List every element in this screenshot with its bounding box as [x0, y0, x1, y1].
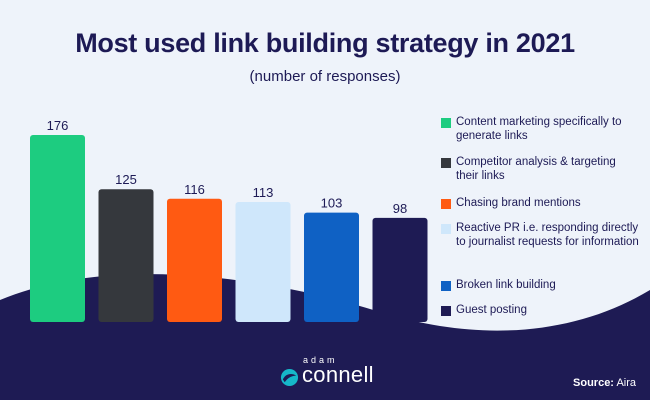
- legend-label: Competitor analysis & targeting their li…: [456, 156, 616, 182]
- adam-connell-logo: adam connell: [280, 355, 410, 391]
- legend-item-broken-link-building: Broken link building: [441, 278, 556, 292]
- legend-label: Reactive PR i.e. responding directly to …: [456, 222, 639, 248]
- legend-item-reactive-pr: Reactive PR i.e. responding directly to …: [441, 221, 641, 249]
- source-value: Aira: [616, 377, 636, 389]
- legend-swatch: [441, 158, 451, 168]
- bar-value-label-6: 98: [393, 201, 407, 216]
- legend-swatch: [441, 281, 451, 291]
- legend-item-content-marketing: Content marketing specifically to genera…: [441, 115, 641, 143]
- legend-label: Guest posting: [456, 304, 527, 316]
- legend-swatch: [441, 199, 451, 209]
- legend-swatch: [441, 224, 451, 234]
- logo-icon: [280, 368, 299, 387]
- legend-item-guest-posting: Guest posting: [441, 303, 527, 317]
- legend-label: Chasing brand mentions: [456, 197, 581, 209]
- logo-top-text: adam: [303, 355, 338, 365]
- bar-5: [304, 212, 359, 322]
- chart-subtitle: (number of responses): [249, 68, 401, 85]
- bar-3: [167, 198, 222, 322]
- legend-label: Content marketing specifically to genera…: [456, 116, 622, 142]
- logo-bottom-text: connell: [302, 362, 374, 387]
- bar-1: [30, 135, 85, 322]
- bar-value-label-1: 176: [47, 118, 69, 133]
- legend-item-brand-mentions: Chasing brand mentions: [441, 196, 581, 210]
- chart-title: Most used link building strategy in 2021: [75, 28, 575, 58]
- source-note: Source: Aira: [573, 377, 636, 389]
- bar-2: [98, 189, 154, 322]
- bar-4: [235, 201, 291, 322]
- source-label: Source:: [573, 377, 614, 389]
- legend-label: Broken link building: [456, 279, 556, 291]
- legend-swatch: [441, 118, 451, 128]
- bar-value-label-5: 103: [321, 196, 343, 211]
- bar-value-label-2: 125: [115, 172, 137, 187]
- bar-6: [372, 217, 428, 322]
- legend-swatch: [441, 306, 451, 316]
- bar-value-label-3: 116: [184, 182, 205, 197]
- legend-item-competitor-analysis: Competitor analysis & targeting their li…: [441, 155, 641, 183]
- bar-value-label-4: 113: [253, 185, 274, 200]
